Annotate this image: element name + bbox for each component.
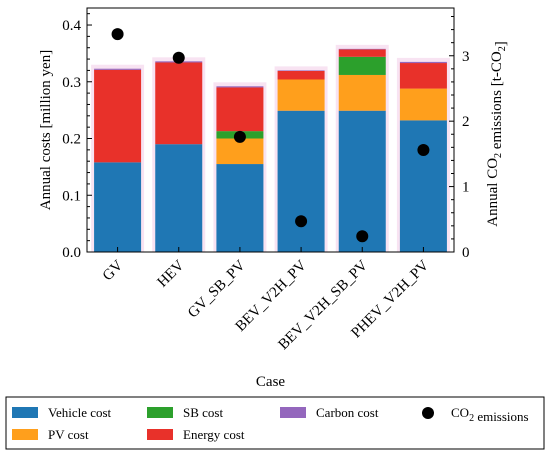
legend-label-sb-cost: SB cost — [183, 405, 223, 420]
bar-carbon-cost-bev_v2h_pv — [277, 70, 325, 71]
legend-marker-co2 — [422, 407, 434, 419]
bar-energy-cost-bev_v2h_sb_pv — [338, 49, 386, 57]
right-tick-label: 3 — [462, 49, 470, 65]
co2-point-gv — [111, 28, 124, 41]
right-tick-label: 0 — [462, 245, 470, 261]
left-tick-label: 0.1 — [62, 188, 81, 204]
co2-point-phev_v2h_pv — [417, 143, 430, 156]
x-axis: GV HEVGV_SB_PVBEV_V2H_PVBEV_V2H_SB_PVPHEV… — [100, 247, 432, 353]
bar-carbon-cost-phev_v2h_pv — [399, 61, 447, 64]
legend-label-pv-cost: PV cost — [48, 427, 89, 442]
bar-energy-cost-bev_v2h_pv — [277, 70, 325, 80]
bar-carbon-cost-gv — [94, 68, 142, 70]
legend-swatch-pv-cost — [12, 429, 38, 440]
bar-vehicle-cost-gv — [94, 162, 142, 252]
legend-label-vehicle-cost: Vehicle cost — [48, 405, 112, 420]
co2-point-bev_v2h_pv — [295, 215, 308, 228]
legend-swatch-vehicle-cost — [12, 407, 38, 418]
legend-label-co2-emissions: CO2 emissions — [451, 405, 529, 424]
co2-point-bev_v2h_sb_pv — [356, 230, 369, 243]
bar-vehicle-cost-phev_v2h_pv — [399, 120, 447, 252]
bar-carbon-cost-gv_sb_pv — [216, 86, 264, 88]
right-axis: 0 1 2 3 — [449, 16, 470, 261]
legend-box — [5, 396, 545, 450]
category-label-gv_sb_pv: GV_SB_PV — [185, 257, 249, 321]
bar-sb-cost-bev_v2h_sb_pv — [338, 56, 386, 75]
bar-energy-cost-phev_v2h_pv — [399, 63, 447, 89]
right-axis-title: Annual CO2 emissions [t-CO2] — [485, 41, 509, 226]
co2-point-hev — [172, 51, 185, 64]
legend-swatch-carbon-cost — [280, 407, 306, 418]
bar-pv-cost-bev_v2h_sb_pv — [338, 74, 386, 111]
bar-energy-cost-gv — [94, 69, 142, 163]
co2-point-gv_sb_pv — [233, 130, 246, 143]
bars — [91, 44, 450, 253]
right-tick-label: 2 — [462, 114, 470, 130]
left-axis-title: Annual costs [million yen] — [38, 50, 54, 210]
right-tick-label: 1 — [462, 180, 470, 196]
bar-vehicle-cost-hev — [155, 144, 203, 252]
plot-frame — [86, 7, 455, 253]
left-tick-label: 0.2 — [62, 132, 81, 148]
left-tick-label: 0.3 — [62, 75, 81, 91]
bar-vehicle-cost-bev_v2h_sb_pv — [338, 110, 386, 253]
legend-label-energy-cost: Energy cost — [183, 427, 245, 442]
left-tick-label: 0.0 — [62, 245, 81, 261]
bar-carbon-cost-bev_v2h_sb_pv — [338, 48, 386, 50]
left-tick-label: 0.4 — [62, 18, 81, 34]
bar-pv-cost-phev_v2h_pv — [399, 88, 447, 121]
category-label-hev: HEV — [154, 257, 187, 290]
legend-label-carbon-cost: Carbon cost — [316, 405, 379, 420]
bar-energy-cost-hev — [155, 62, 203, 145]
x-axis-title: Case — [256, 374, 286, 390]
legend-swatch-energy-cost — [147, 429, 173, 440]
category-label-gv: GV — [100, 257, 127, 284]
bar-energy-cost-gv_sb_pv — [216, 87, 264, 132]
legend: Vehicle cost SB cost Carbon cost CO2 emissi… — [5, 396, 545, 450]
bar-pv-cost-bev_v2h_pv — [277, 79, 325, 111]
co2-points — [111, 28, 430, 243]
left-axis: 0.0 0.1 0.2 0.3 0.4 — [62, 13, 92, 261]
legend-swatch-sb-cost — [147, 407, 173, 418]
bar-vehicle-cost-gv_sb_pv — [216, 164, 264, 252]
bar-vehicle-cost-bev_v2h_pv — [277, 110, 325, 253]
